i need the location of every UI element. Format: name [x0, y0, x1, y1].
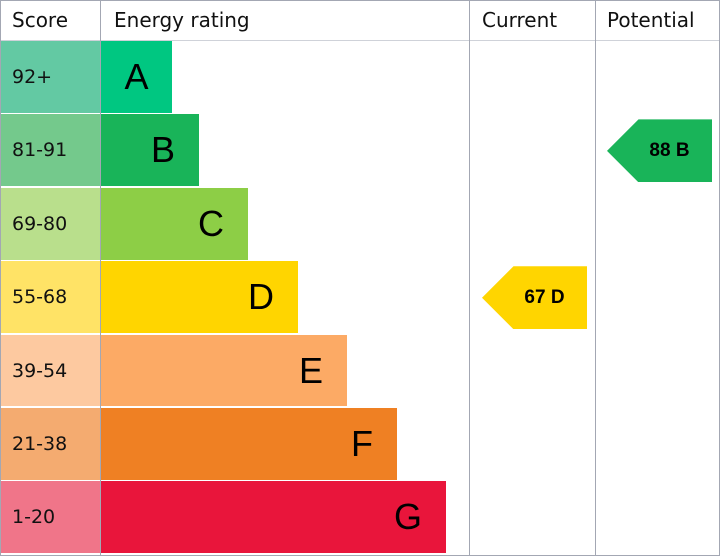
- score-range-b: 81-91: [0, 114, 100, 187]
- current-rating-arrow: 67 D: [482, 266, 587, 330]
- rating-bar-b: B: [101, 114, 199, 187]
- rating-letter: E: [298, 349, 323, 391]
- score-range-c: 69-80: [0, 187, 100, 260]
- header-score: Score: [12, 8, 69, 32]
- header-current: Current: [482, 8, 558, 32]
- column-divider: [595, 0, 596, 556]
- rating-bar-d: D: [101, 261, 298, 334]
- rating-letter: F: [351, 422, 373, 464]
- score-range-g: 1-20: [0, 481, 100, 554]
- score-range-f: 21-38: [0, 408, 100, 480]
- rating-bar-f: F: [101, 408, 397, 480]
- current-rating-label: 67 D: [524, 286, 565, 308]
- header-potential: Potential: [607, 8, 695, 32]
- score-range-a: 92+: [0, 41, 100, 113]
- rating-bar-c: C: [101, 187, 248, 260]
- potential-rating-label: 88 B: [649, 139, 690, 161]
- header-divider: [0, 40, 720, 41]
- rating-letter: D: [248, 276, 274, 318]
- header-energy-rating: Energy rating: [114, 8, 250, 32]
- rating-letter: C: [198, 202, 224, 244]
- rating-bar-a: A: [101, 41, 172, 113]
- rating-letter: A: [124, 55, 149, 97]
- rating-letter: B: [150, 129, 175, 171]
- score-range-e: 39-54: [0, 334, 100, 407]
- score-range-d: 55-68: [0, 261, 100, 334]
- potential-rating-arrow: 88 B: [607, 119, 712, 183]
- rating-letter: G: [393, 496, 422, 538]
- column-divider: [100, 0, 101, 556]
- rating-bar-g: G: [101, 481, 446, 554]
- rating-bar-e: E: [101, 334, 347, 407]
- column-divider: [469, 0, 470, 556]
